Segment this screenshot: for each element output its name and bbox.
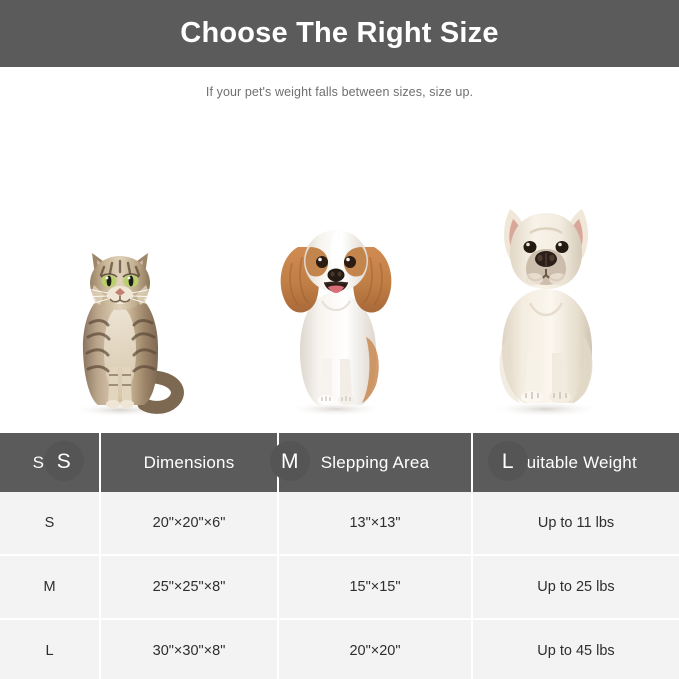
animal-cell-large [470, 193, 622, 417]
size-chart-table: Size Dimensions Slepping Area Suitable W… [0, 433, 679, 679]
bulldog-photo [490, 209, 602, 417]
cell-suitable-weight: Up to 25 lbs [472, 555, 679, 620]
cell-sleeping-area: 20"×20" [278, 619, 473, 679]
table-row: S 20"×20"×6" 13"×13" Up to 11 lbs [0, 492, 679, 556]
spaniel-photo [280, 230, 392, 416]
size-badge-medium: M [270, 441, 310, 481]
cell-suitable-weight: Up to 11 lbs [472, 492, 679, 556]
table-row: M 25"×25"×8" 15"×15" Up to 25 lbs [0, 555, 679, 620]
cell-size: M [0, 555, 101, 620]
table-body: S 20"×20"×6" 13"×13" Up to 11 lbs M 25"×… [0, 492, 679, 679]
animal-cell-small [52, 227, 188, 417]
table-header-row: Size Dimensions Slepping Area Suitable W… [0, 433, 679, 492]
cell-sleeping-area: 13"×13" [278, 492, 473, 556]
cell-size: L [0, 619, 101, 679]
size-badge-small: S [44, 441, 84, 481]
animal-comparison-row: S M L [0, 117, 679, 481]
animal-cell-medium [266, 209, 406, 417]
subtitle-text: If your pet's weight falls between sizes… [205, 85, 474, 99]
cell-suitable-weight: Up to 45 lbs [472, 619, 679, 679]
column-header-dimensions: Dimensions [100, 433, 279, 492]
cat-photo [72, 253, 184, 417]
cell-size: S [0, 492, 101, 556]
subtitle-area: If your pet's weight falls between sizes… [0, 67, 679, 117]
header-banner: Choose The Right Size [0, 0, 679, 67]
cell-sleeping-area: 15"×15" [278, 555, 473, 620]
table-header: Size Dimensions Slepping Area Suitable W… [0, 433, 679, 492]
cell-dimensions: 30"×30"×8" [100, 619, 279, 679]
column-header-sleeping-area: Slepping Area [278, 433, 473, 492]
cell-dimensions: 20"×20"×6" [100, 492, 279, 556]
table-row: L 30"×30"×8" 20"×20" Up to 45 lbs [0, 619, 679, 679]
size-badge-large: L [488, 441, 528, 481]
page-title: Choose The Right Size [180, 17, 499, 49]
cell-dimensions: 25"×25"×8" [100, 555, 279, 620]
